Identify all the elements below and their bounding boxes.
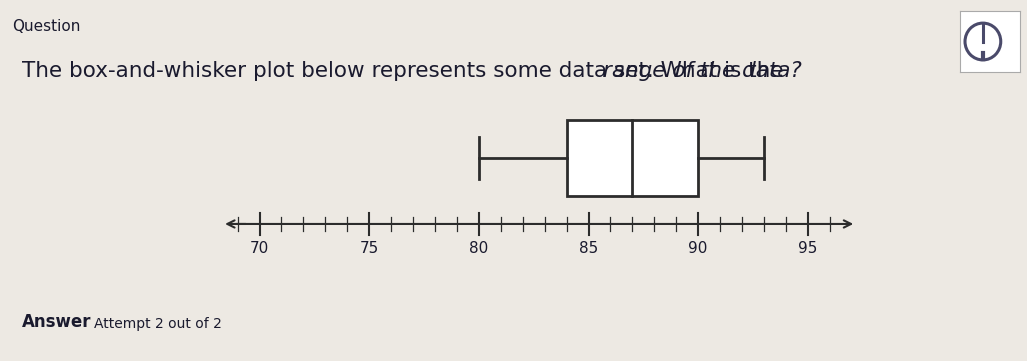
Text: 70: 70 — [250, 241, 269, 256]
Text: Attempt 2 out of 2: Attempt 2 out of 2 — [94, 317, 222, 331]
Text: Question: Question — [12, 19, 80, 34]
Text: 90: 90 — [688, 241, 708, 256]
Text: 75: 75 — [359, 241, 379, 256]
Text: The box-and-whisker plot below represents some data set. What is the: The box-and-whisker plot below represent… — [22, 61, 791, 81]
Bar — [567, 120, 698, 196]
Text: Answer: Answer — [22, 313, 91, 331]
Text: 95: 95 — [798, 241, 817, 256]
Text: 80: 80 — [469, 241, 489, 256]
Text: 85: 85 — [579, 241, 598, 256]
Text: range of the data?: range of the data? — [603, 61, 802, 81]
